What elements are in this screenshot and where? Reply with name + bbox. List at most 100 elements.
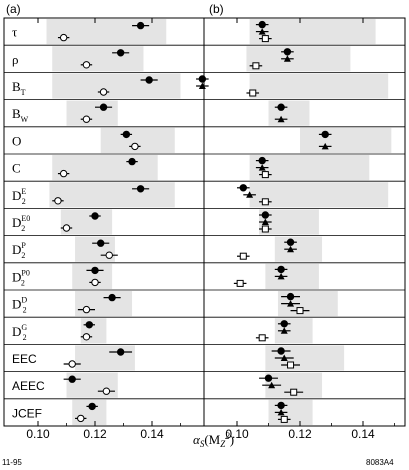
x-tick-label: 0.14 xyxy=(140,427,164,441)
data-point-filled-circle-b-3 xyxy=(277,103,285,111)
row-label-0: τ xyxy=(12,25,17,40)
data-point-filled-triangle-b-7 xyxy=(261,218,269,225)
data-point-open-square-b-0 xyxy=(261,35,269,43)
theory-band-a-12 xyxy=(75,345,135,371)
panel-frame xyxy=(203,17,406,427)
data-point-filled-circle-b-6 xyxy=(239,184,248,192)
data-point-filled-triangle-b-9 xyxy=(277,272,285,280)
x-tick-label: 0.14 xyxy=(351,427,375,441)
data-point-open-square-b-14 xyxy=(280,415,288,423)
data-point-open-circle-a-1 xyxy=(82,61,91,69)
data-point-open-square-b-2 xyxy=(249,89,257,97)
data-point-filled-triangle-b-12 xyxy=(280,354,288,361)
theory-band-a-14 xyxy=(72,399,107,425)
data-point-open-square-b-12 xyxy=(287,361,295,369)
data-point-filled-circle-b-7 xyxy=(261,211,270,219)
x-tick-label: 0.10 xyxy=(225,427,249,441)
theory-band-a-3 xyxy=(66,100,118,126)
data-point-filled-circle-b-0 xyxy=(258,20,266,29)
data-point-open-circle-a-5 xyxy=(59,169,68,178)
theory-band-b-0 xyxy=(249,19,376,45)
data-point-filled-circle-a-11 xyxy=(85,321,94,329)
data-point-filled-circle-a-1 xyxy=(116,49,125,57)
data-point-open-circle-a-6 xyxy=(54,197,62,205)
x-tick-label: 0.12 xyxy=(288,427,312,441)
data-point-open-circle-a-13 xyxy=(102,387,111,395)
theory-band-a-2 xyxy=(52,73,181,99)
data-point-filled-circle-b-9 xyxy=(277,265,285,274)
data-point-open-circle-a-2 xyxy=(99,88,108,96)
panel-b: 0.10 0.12 0.14 xyxy=(196,17,406,441)
data-point-filled-circle-b-11 xyxy=(280,320,288,328)
footer-code: 8083A4 xyxy=(366,458,394,467)
data-point-open-square-b-9 xyxy=(236,279,244,287)
data-point-filled-circle-b-10 xyxy=(286,292,295,301)
data-point-open-square-b-7 xyxy=(261,225,269,233)
data-point-filled-circle-a-10 xyxy=(108,293,116,302)
theory-band-b-8 xyxy=(274,236,323,262)
panel-b-label: (b) xyxy=(209,2,224,16)
row-label-7: DE0 2 xyxy=(12,214,30,233)
data-point-filled-triangle-b-1 xyxy=(283,55,291,62)
data-point-open-circle-a-10 xyxy=(82,305,91,314)
x-tick-label: 0.12 xyxy=(83,427,107,441)
theory-band-a-1 xyxy=(52,46,144,72)
row-label-11: DG 2 xyxy=(12,323,27,342)
x-tick-label: 0.10 xyxy=(26,427,50,441)
data-point-filled-circle-a-12 xyxy=(116,348,125,356)
row-label-14: JCEF xyxy=(12,406,42,420)
data-point-filled-circle-a-14 xyxy=(88,402,96,411)
data-point-filled-circle-b-12 xyxy=(277,347,285,355)
row-label-8: DP 2 xyxy=(12,241,26,260)
row-label-6: DE 2 xyxy=(12,187,26,206)
data-point-filled-circle-b-5 xyxy=(258,156,266,165)
data-point-open-square-b-10 xyxy=(296,307,304,315)
theory-band-b-4 xyxy=(300,127,392,153)
theory-band-a-7 xyxy=(60,209,113,235)
data-point-filled-triangle-b-0 xyxy=(258,28,266,35)
data-point-open-square-b-13 xyxy=(290,388,298,396)
data-point-filled-circle-a-4 xyxy=(122,130,131,139)
data-point-open-square-b-6 xyxy=(261,198,269,206)
data-point-filled-triangle-b-3 xyxy=(277,115,285,123)
data-point-open-circle-a-14 xyxy=(77,414,85,423)
data-point-open-circle-a-8 xyxy=(105,251,113,259)
theory-band-b-2 xyxy=(249,73,389,99)
data-point-filled-circle-a-6 xyxy=(136,185,145,193)
row-label-5: C xyxy=(12,161,21,176)
row-label-13: AEEC xyxy=(12,379,45,393)
data-point-filled-circle-b-13 xyxy=(264,374,273,382)
x-axis-label: αS(MZ2) xyxy=(193,431,234,449)
row-labels: τρ BT BW OC DE 2 DE0 2 DP 2 DP0 2 DD 2 DG 2 EEC AEEC JCEF xyxy=(12,25,45,421)
data-point-filled-circle-a-7 xyxy=(91,212,99,220)
data-point-filled-circle-b-14 xyxy=(277,401,285,410)
data-point-filled-circle-a-13 xyxy=(68,375,76,383)
data-point-filled-circle-a-5 xyxy=(128,157,136,166)
theory-band-a-10 xyxy=(75,291,133,317)
theory-band-b-6 xyxy=(249,182,389,208)
data-point-open-square-b-11 xyxy=(258,334,266,342)
data-point-filled-triangle-b-14 xyxy=(277,408,285,416)
data-point-filled-circle-b-1 xyxy=(283,48,292,56)
data-point-open-circle-a-7 xyxy=(62,224,71,232)
theory-band-b-5 xyxy=(249,155,370,181)
data-point-open-circle-a-4 xyxy=(131,142,139,151)
panel-a-label: (a) xyxy=(6,2,21,16)
footer-date: 11-95 xyxy=(2,458,22,467)
data-point-filled-triangle-b-6 xyxy=(246,191,254,198)
data-point-open-square-b-5 xyxy=(261,171,269,179)
data-point-filled-circle-b-8 xyxy=(286,238,295,246)
data-point-open-circle-a-11 xyxy=(82,333,91,341)
data-point-filled-triangle-b-10 xyxy=(287,300,295,307)
data-point-open-circle-a-3 xyxy=(82,115,91,123)
data-point-filled-triangle-b-8 xyxy=(287,245,295,253)
data-point-filled-circle-a-3 xyxy=(99,103,108,111)
data-point-open-square-b-1 xyxy=(252,62,260,70)
row-label-12: EEC xyxy=(12,352,37,366)
theory-band-a-5 xyxy=(52,155,158,181)
panel-a: 0.10 0.12 0.14 xyxy=(3,17,205,441)
data-point-filled-triangle-b-11 xyxy=(280,327,288,334)
data-point-open-square-b-8 xyxy=(239,252,247,260)
data-point-open-circle-a-9 xyxy=(91,278,99,287)
